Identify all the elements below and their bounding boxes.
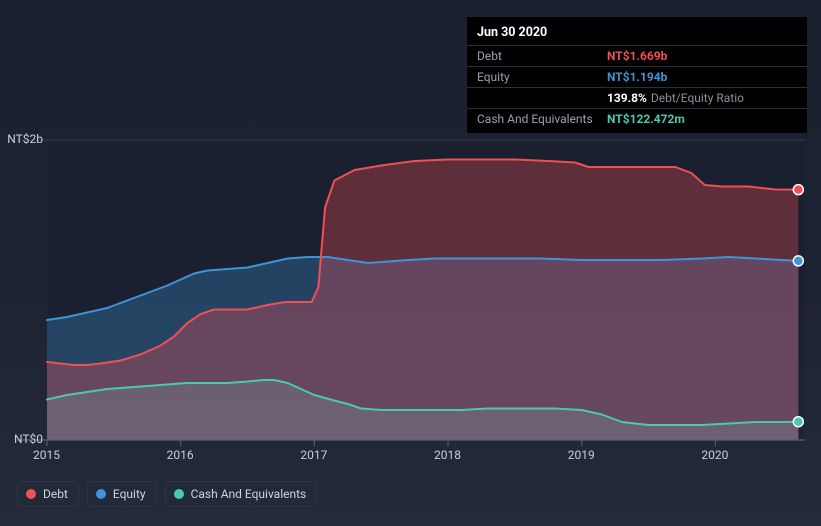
tooltip-row-value: 139.8% <box>607 91 647 105</box>
legend-item-equity[interactable]: Equity <box>87 481 157 507</box>
tooltip-row-label: Cash And Equivalents <box>477 112 607 126</box>
legend-dot-icon <box>96 489 106 499</box>
tooltip-row-label: Debt <box>477 49 607 63</box>
x-axis-label: 2018 <box>434 448 461 462</box>
tooltip-row-suffix: Debt/Equity Ratio <box>651 91 744 105</box>
tooltip-row-value: NT$1.669b <box>607 49 667 63</box>
legend-item-label: Equity <box>113 487 146 501</box>
tooltip-row-label: Equity <box>477 70 607 84</box>
legend-item-label: Debt <box>43 487 68 501</box>
x-axis-label: 2020 <box>701 448 728 462</box>
tooltip-row: DebtNT$1.669b <box>467 45 807 66</box>
legend-dot-icon <box>26 489 36 499</box>
tooltip-row-value: NT$122.472m <box>607 112 685 126</box>
x-axis-label: 2016 <box>167 448 194 462</box>
chart-container: Jun 30 2020 DebtNT$1.669bEquityNT$1.194b… <box>0 0 821 526</box>
y-axis-label: NT$2b <box>7 132 43 146</box>
tooltip-date: Jun 30 2020 <box>467 23 807 45</box>
tooltip-row: EquityNT$1.194b <box>467 66 807 87</box>
chart-tooltip: Jun 30 2020 DebtNT$1.669bEquityNT$1.194b… <box>467 17 807 133</box>
y-axis-label: NT$0 <box>14 432 43 446</box>
tooltip-row: Cash And EquivalentsNT$122.472m <box>467 108 807 129</box>
legend-item-cash[interactable]: Cash And Equivalents <box>165 481 318 507</box>
tooltip-row: 139.8% Debt/Equity Ratio <box>467 87 807 108</box>
tooltip-row-value: NT$1.194b <box>607 70 667 84</box>
legend-item-label: Cash And Equivalents <box>191 487 307 501</box>
legend-dot-icon <box>174 489 184 499</box>
chart-legend: Debt Equity Cash And Equivalents <box>17 481 317 507</box>
x-axis-label: 2019 <box>568 448 595 462</box>
x-axis-label: 2015 <box>33 448 60 462</box>
x-axis-label: 2017 <box>300 448 327 462</box>
legend-item-debt[interactable]: Debt <box>17 481 79 507</box>
